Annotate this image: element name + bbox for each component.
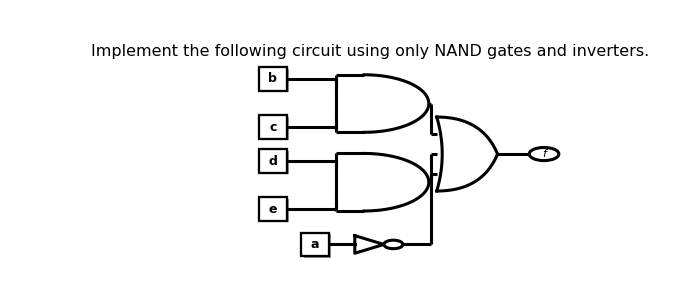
Bar	[261, 69, 288, 92]
Bar	[259, 149, 286, 173]
Text: f: f	[542, 149, 546, 159]
Bar	[301, 233, 329, 256]
Bar	[261, 117, 288, 140]
Circle shape	[384, 240, 403, 249]
Bar	[259, 67, 286, 91]
Text: b: b	[269, 72, 278, 85]
Text: d: d	[269, 155, 278, 167]
Bar	[259, 115, 286, 139]
Bar	[261, 151, 288, 174]
Text: a: a	[311, 238, 319, 251]
Text: c: c	[269, 120, 277, 134]
Bar	[261, 199, 288, 222]
Text: e: e	[269, 203, 277, 216]
Bar	[303, 234, 331, 258]
Text: Implement the following circuit using only NAND gates and inverters.: Implement the following circuit using on…	[91, 44, 649, 59]
Bar	[259, 197, 286, 221]
Circle shape	[529, 147, 559, 161]
